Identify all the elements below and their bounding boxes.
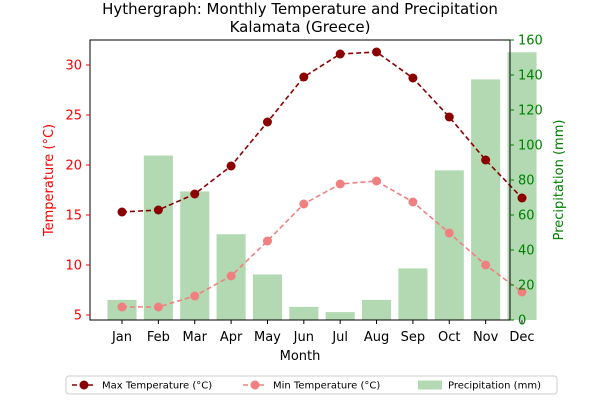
temperature-point bbox=[262, 117, 272, 127]
temperature-point bbox=[190, 189, 200, 199]
temperature-point bbox=[226, 271, 236, 281]
left-tick-label: 5 bbox=[74, 309, 82, 324]
temperature-point bbox=[153, 302, 163, 312]
temperature-point bbox=[517, 287, 527, 297]
x-tick-label: Aug bbox=[364, 330, 389, 345]
temperature-point bbox=[408, 73, 418, 83]
left-tick-label: 10 bbox=[65, 259, 82, 274]
temperature-point bbox=[299, 199, 309, 209]
chart-subtitle: Kalamata (Greece) bbox=[230, 18, 371, 36]
temperature-point bbox=[117, 302, 127, 312]
temperature-point bbox=[517, 193, 527, 203]
precipitation-bar bbox=[471, 79, 501, 320]
temperature-lines bbox=[117, 47, 527, 312]
legend-entry: Max Temperature (°C) bbox=[102, 381, 212, 392]
temperature-line bbox=[121, 51, 523, 213]
precipitation-bar bbox=[289, 306, 319, 320]
temperature-point bbox=[408, 197, 418, 207]
x-tick-label: Apr bbox=[220, 330, 243, 345]
x-tick-label: Nov bbox=[473, 330, 499, 345]
x-tick-label: Oct bbox=[438, 330, 460, 345]
legend-marker bbox=[79, 380, 89, 390]
left-tick-label: 25 bbox=[65, 109, 82, 124]
x-tick-label: Mar bbox=[182, 330, 207, 345]
temperature-point bbox=[117, 207, 127, 217]
temperature-line bbox=[122, 180, 523, 308]
temperature-point bbox=[444, 112, 454, 122]
precipitation-bar bbox=[398, 268, 428, 320]
legend-marker bbox=[250, 380, 260, 390]
temperature-point bbox=[190, 291, 200, 301]
temperature-point bbox=[481, 155, 491, 165]
right-tick-label: 160 bbox=[518, 34, 543, 49]
x-tick-label: Jul bbox=[331, 330, 348, 345]
legend: Max Temperature (°C) Min Temperature (°C)… bbox=[65, 375, 558, 395]
right-tick-label: 120 bbox=[518, 104, 543, 119]
temperature-point bbox=[153, 205, 163, 215]
x-tick-label: Jan bbox=[111, 330, 132, 345]
x-tick-label: Sep bbox=[401, 330, 426, 345]
temperature-point bbox=[335, 49, 345, 59]
right-tick-label: 140 bbox=[518, 69, 543, 84]
legend-bar-swatch bbox=[418, 380, 442, 390]
chart-title: Hythergraph: Monthly Temperature and Pre… bbox=[102, 0, 498, 18]
precipitation-bar bbox=[180, 191, 210, 320]
right-tick-label: 20 bbox=[518, 279, 535, 294]
left-axis-ticks: 5 10 15 20 25 30 bbox=[65, 59, 90, 324]
precipitation-bar bbox=[252, 274, 282, 320]
precipitation-bar bbox=[434, 170, 464, 320]
temperature-point bbox=[444, 228, 454, 238]
right-tick-label: 80 bbox=[518, 174, 535, 189]
temperature-point bbox=[372, 47, 382, 57]
x-tick-label: Jun bbox=[293, 330, 314, 345]
left-axis-label: Temperature (°C) bbox=[42, 124, 57, 237]
temperature-point bbox=[335, 179, 345, 189]
precipitation-bar bbox=[143, 155, 173, 320]
legend-entry: Min Temperature (°C) bbox=[273, 381, 380, 392]
precipitation-bar bbox=[362, 299, 392, 320]
left-tick-label: 30 bbox=[65, 59, 82, 74]
right-tick-label: 100 bbox=[518, 139, 543, 154]
left-tick-label: 20 bbox=[65, 159, 82, 174]
legend-entry: Precipitation (mm) bbox=[448, 381, 541, 392]
precipitation-bar bbox=[325, 312, 355, 320]
temperature-point bbox=[299, 72, 309, 82]
right-tick-label: 40 bbox=[518, 244, 535, 259]
left-tick-label: 15 bbox=[65, 209, 82, 224]
x-axis-ticks: Jan Feb Mar Apr May Jun Jul Aug Sep Oct Nov Dec bbox=[111, 320, 535, 345]
right-axis-label: Precipitation (mm) bbox=[552, 120, 567, 241]
x-tick-label: May bbox=[254, 330, 281, 345]
precipitation-bars bbox=[107, 52, 537, 320]
x-tick-label: Feb bbox=[147, 330, 170, 345]
x-axis-label: Month bbox=[280, 349, 321, 364]
right-tick-label: 60 bbox=[518, 209, 535, 224]
temperature-point bbox=[481, 260, 491, 270]
right-tick-label: 0 bbox=[518, 314, 526, 329]
precipitation-bar bbox=[507, 52, 537, 320]
right-axis-ticks: 0 20 40 60 80 100 120 140 160 bbox=[510, 34, 543, 329]
temperature-point bbox=[226, 161, 236, 171]
x-tick-label: Dec bbox=[509, 330, 534, 345]
temperature-point bbox=[372, 176, 382, 186]
temperature-point bbox=[262, 236, 272, 246]
